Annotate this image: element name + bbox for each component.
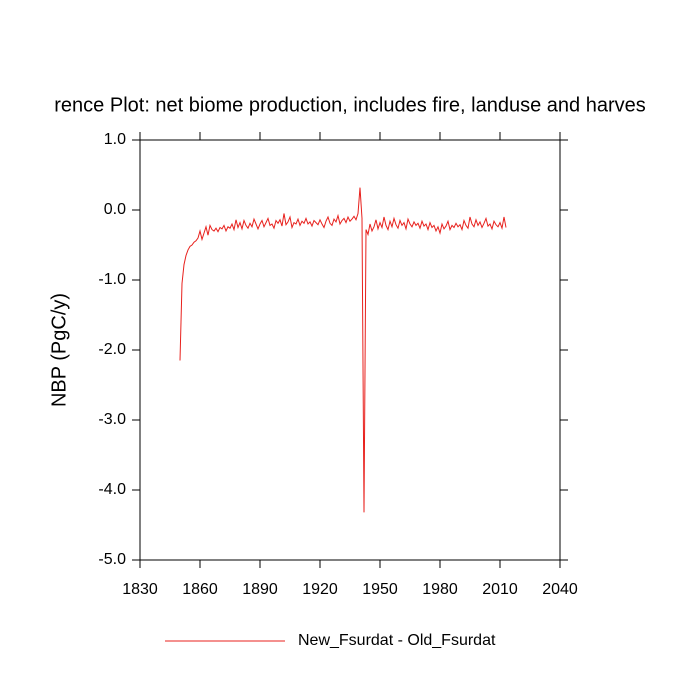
x-tick-label: 2010 xyxy=(482,581,518,598)
y-tick-label: -5.0 xyxy=(98,551,126,568)
x-tick-label: 1950 xyxy=(362,581,398,598)
x-tick-label: 1860 xyxy=(182,581,218,598)
y-axis-label: NBP (PgC/y) xyxy=(48,293,70,407)
x-tick-label: 1980 xyxy=(422,581,458,598)
x-tick-label: 1890 xyxy=(242,581,278,598)
y-tick-label: 1.0 xyxy=(104,131,126,148)
x-tick-label: 2040 xyxy=(542,581,578,598)
legend-label: New_Fsurdat - Old_Fsurdat xyxy=(298,632,496,649)
chart-title: rence Plot: net biome production, includ… xyxy=(54,94,645,116)
y-tick-label: -3.0 xyxy=(98,411,126,428)
y-tick-label: -2.0 xyxy=(98,341,126,358)
plot-frame xyxy=(139,139,561,561)
x-tick-label: 1830 xyxy=(122,581,158,598)
x-tick-label: 1920 xyxy=(302,581,338,598)
y-tick-label: -1.0 xyxy=(98,271,126,288)
y-tick-label: -4.0 xyxy=(98,481,126,498)
y-tick-label: 0.0 xyxy=(104,201,126,218)
data-line xyxy=(179,187,507,513)
